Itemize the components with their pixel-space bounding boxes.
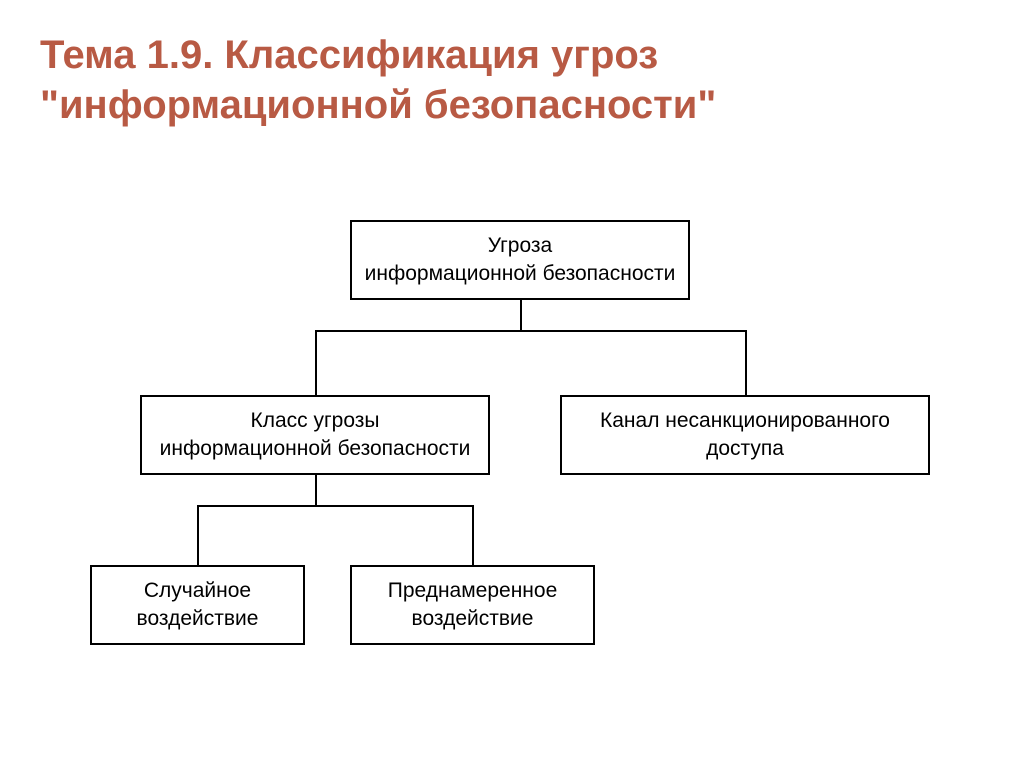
slide: Тема 1.9. Классификация угроз "информаци… <box>0 0 1024 767</box>
node-text: информационной безопасности <box>365 260 676 288</box>
connector <box>315 330 745 332</box>
node-text: воздействие <box>388 605 558 633</box>
node-text: Случайное <box>137 577 259 605</box>
connector <box>745 330 747 395</box>
slide-title: Тема 1.9. Классификация угроз "информаци… <box>40 30 984 130</box>
node-text: воздействие <box>137 605 259 633</box>
connector <box>315 475 317 505</box>
title-line-1: Тема 1.9. Классификация угроз <box>40 30 984 80</box>
node-intentional: Преднамеренное воздействие <box>350 565 595 645</box>
node-channel: Канал несанкционированного доступа <box>560 395 930 475</box>
title-line-2: "информационной безопасности" <box>40 80 984 130</box>
node-threat-class: Класс угрозы информационной безопасности <box>140 395 490 475</box>
node-accidental: Случайное воздействие <box>90 565 305 645</box>
connector <box>197 505 199 565</box>
node-text: Класс угрозы <box>160 407 471 435</box>
node-text: информационной безопасности <box>160 435 471 463</box>
connector <box>520 300 522 330</box>
connector <box>315 330 317 395</box>
node-text: доступа <box>600 435 890 463</box>
connector <box>197 505 472 507</box>
node-text: Канал несанкционированного <box>600 407 890 435</box>
node-text: Угроза <box>365 232 676 260</box>
node-text: Преднамеренное <box>388 577 558 605</box>
node-root: Угроза информационной безопасности <box>350 220 690 300</box>
connector <box>472 505 474 565</box>
